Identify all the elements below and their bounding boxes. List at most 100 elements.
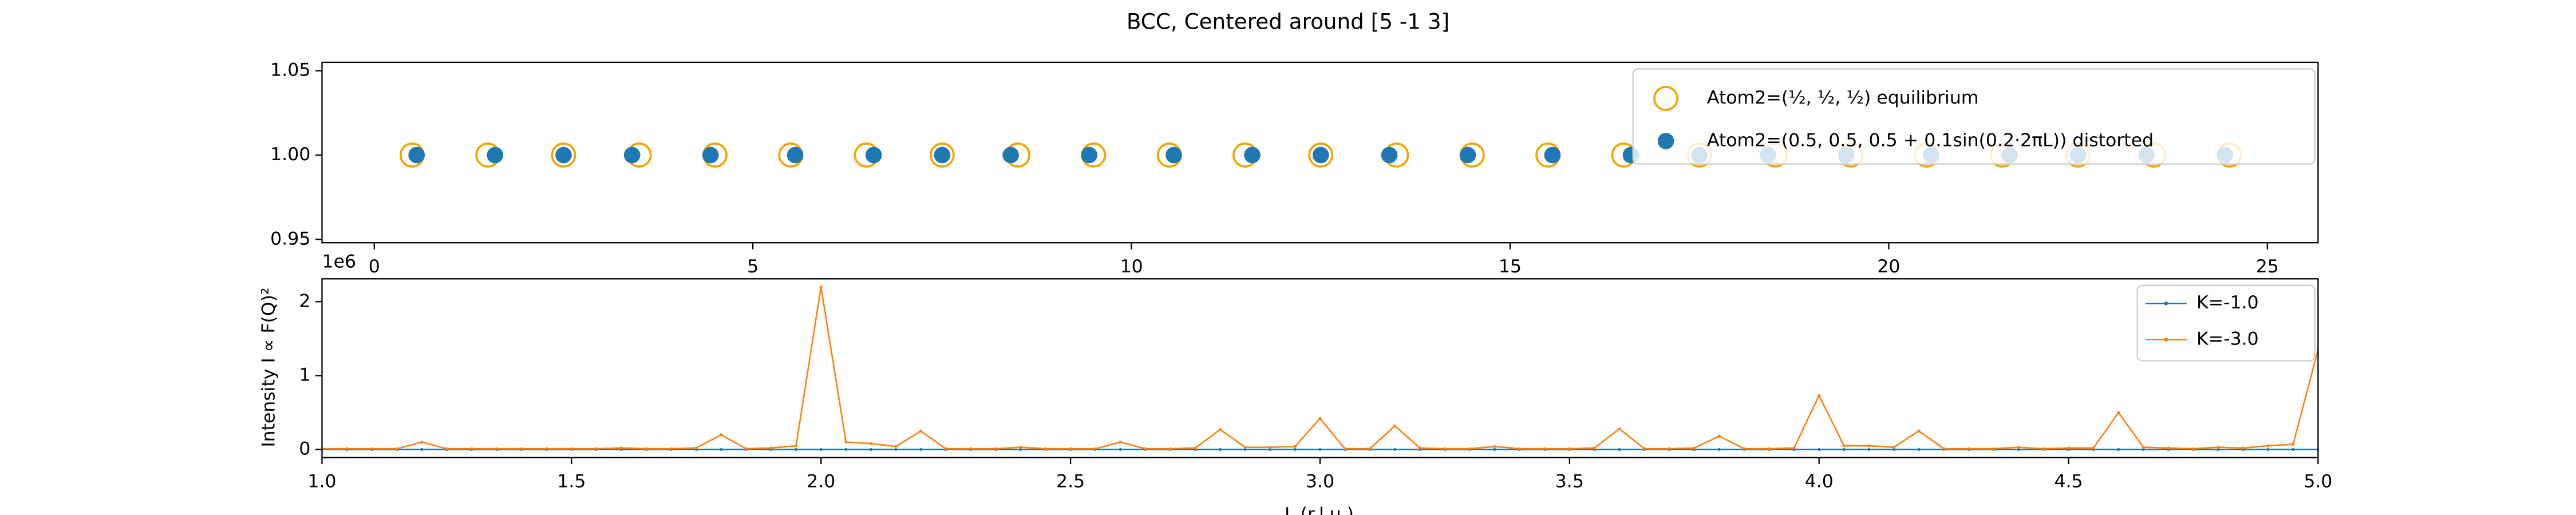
point — [555, 146, 572, 164]
point — [869, 447, 872, 451]
x-tick-label: 5 — [747, 256, 758, 277]
point — [1243, 446, 1247, 449]
point — [470, 447, 473, 450]
point — [1194, 446, 1197, 450]
point — [1219, 447, 1222, 451]
point — [795, 444, 798, 447]
point — [929, 142, 955, 168]
point — [1867, 444, 1871, 447]
point — [844, 440, 848, 444]
y-tick-label: 1.00 — [270, 144, 310, 165]
point — [720, 433, 723, 437]
point — [720, 447, 723, 451]
point — [345, 447, 349, 450]
point — [1443, 447, 1447, 450]
point — [1318, 417, 1322, 420]
point — [1942, 447, 1946, 450]
point — [645, 447, 648, 450]
point — [1892, 446, 1896, 449]
y-tick-label: 0.95 — [270, 228, 310, 249]
point — [1992, 447, 1996, 450]
point — [994, 447, 997, 450]
x-tick-label: 3.5 — [1555, 472, 1584, 492]
legend-marker — [2164, 301, 2168, 306]
point — [2266, 444, 2270, 447]
point — [1094, 447, 1097, 450]
point — [1002, 146, 1019, 164]
point — [2291, 447, 2295, 451]
point — [819, 285, 823, 289]
plot-frame — [321, 278, 2319, 458]
point — [487, 146, 504, 164]
point — [2142, 447, 2145, 451]
point — [1867, 447, 1871, 451]
point — [2266, 447, 2270, 451]
point — [619, 446, 623, 450]
point — [1792, 446, 1796, 450]
point — [1468, 447, 1472, 450]
point — [1244, 146, 1261, 164]
point — [1381, 146, 1398, 164]
point — [1743, 447, 1746, 450]
point — [1618, 447, 1621, 451]
point — [1459, 146, 1476, 164]
point — [1393, 424, 1397, 427]
point — [1269, 447, 1272, 451]
point — [2167, 446, 2170, 450]
point — [420, 440, 424, 444]
point — [1293, 447, 1297, 451]
point — [1312, 146, 1329, 164]
point — [1493, 447, 1496, 451]
point — [795, 447, 798, 451]
offset-label: 1e6 — [322, 252, 357, 272]
point — [1967, 447, 1970, 450]
point — [894, 447, 898, 451]
legend-label: K=-3.0 — [2196, 328, 2259, 349]
point — [495, 447, 499, 450]
point — [2142, 446, 2145, 449]
point — [370, 447, 374, 450]
x-tick-label: 20 — [1877, 256, 1900, 277]
point — [1069, 447, 1072, 450]
point — [1593, 446, 1596, 450]
point — [894, 445, 898, 448]
point — [1144, 447, 1147, 450]
legend-label: Atom2=(½, ½, ½) equilibrium — [1707, 88, 1979, 108]
point — [2092, 446, 2095, 450]
x-tick-label: 0 — [369, 256, 380, 277]
point — [395, 447, 398, 450]
legend-marker — [1653, 86, 1679, 111]
point — [1493, 445, 1496, 448]
point — [2217, 447, 2220, 451]
point — [2042, 447, 2045, 450]
point — [694, 446, 698, 450]
point — [2191, 447, 2195, 450]
point — [919, 429, 923, 433]
point — [623, 146, 641, 164]
y-tick-label: 1.05 — [270, 60, 310, 81]
y-tick-label: 0 — [299, 438, 310, 459]
x-tick-label: 10 — [1120, 256, 1143, 277]
point — [1693, 446, 1696, 450]
point — [769, 446, 773, 450]
chart-title: BCC, Centered around [5 -1 3] — [1127, 9, 1449, 34]
point — [545, 447, 548, 450]
point — [1243, 447, 1247, 451]
point — [1544, 146, 1561, 164]
point — [819, 447, 823, 451]
point — [2017, 447, 2020, 451]
point — [944, 447, 947, 450]
point — [1917, 447, 1921, 451]
legend-label: K=-1.0 — [2196, 292, 2259, 313]
x-tick-label: 5.0 — [2304, 472, 2332, 492]
point — [1717, 447, 1721, 451]
point — [1165, 146, 1182, 164]
point — [1393, 447, 1397, 451]
point — [1219, 428, 1222, 431]
x-tick-label: 4.5 — [2054, 472, 2083, 492]
point — [934, 146, 951, 164]
point — [702, 146, 719, 164]
point — [744, 447, 748, 450]
point — [1418, 446, 1421, 450]
point — [1168, 447, 1172, 450]
